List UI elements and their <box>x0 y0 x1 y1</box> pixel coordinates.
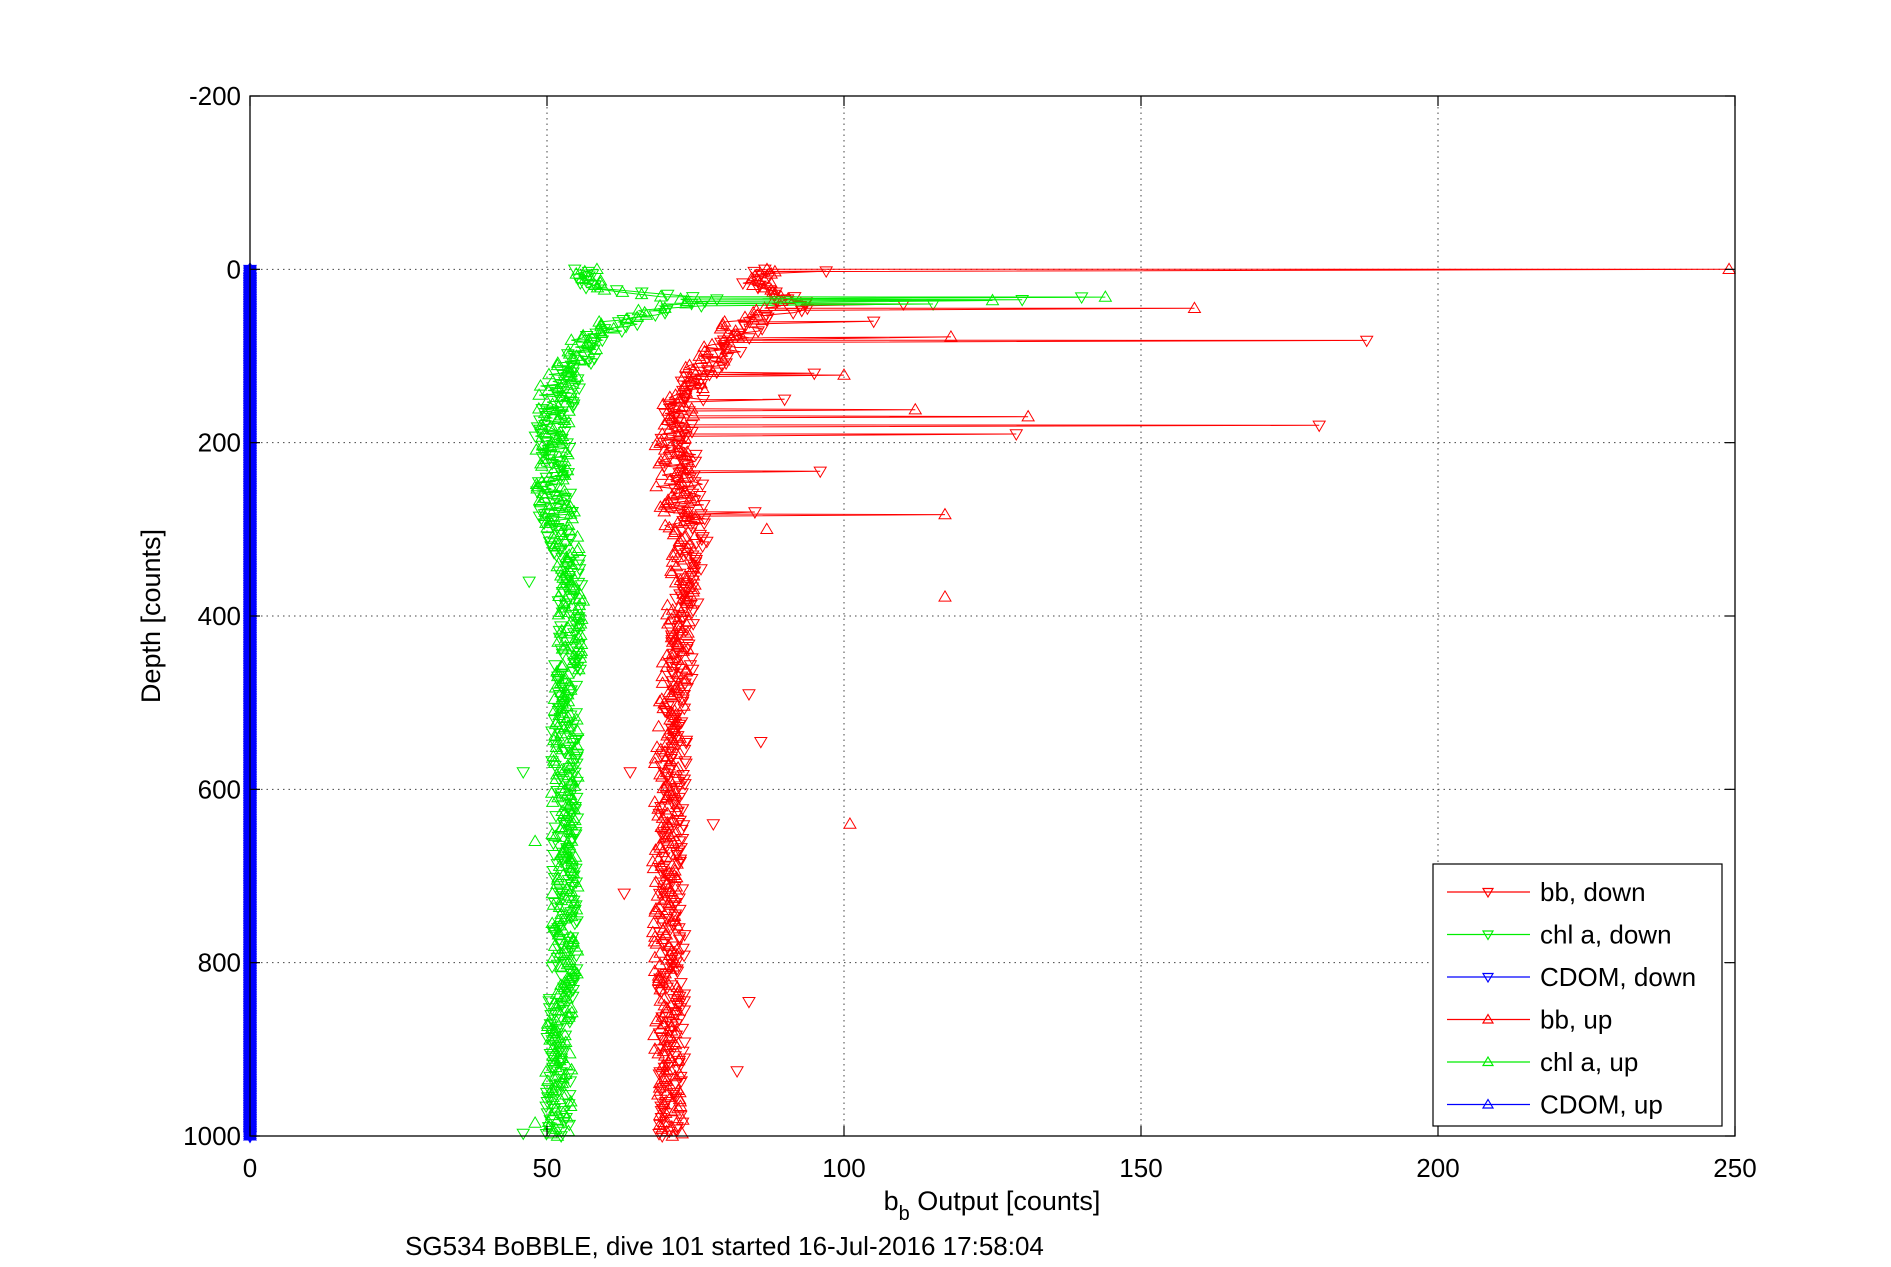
x-axis-label-subscript: b <box>899 1203 910 1225</box>
series-bb-up <box>645 262 1736 1141</box>
y-tick-label: 0 <box>227 254 241 284</box>
x-tick-label: 50 <box>533 1153 562 1183</box>
axis-ticks: 0 50 100 150 200 250 -200 0 200 400 600 800 1000 <box>183 81 1757 1183</box>
x-tick-label: 150 <box>1119 1153 1162 1183</box>
x-tick-label: 0 <box>243 1153 257 1183</box>
series-bb-down <box>617 264 1374 1143</box>
x-axis-label: bb Output [counts] <box>884 1186 1101 1225</box>
legend-marker <box>1481 887 1495 899</box>
y-tick-label: -200 <box>189 81 241 111</box>
legend-label: bb, up <box>1540 1005 1612 1035</box>
x-axis-label-main: b <box>884 1186 899 1216</box>
legend-marker <box>1481 1055 1495 1067</box>
x-tick-label: 250 <box>1713 1153 1756 1183</box>
series-chl-a-up <box>528 262 1113 1141</box>
x-tick-label: 200 <box>1416 1153 1459 1183</box>
x-axis-label-rest: Output [counts] <box>910 1186 1101 1216</box>
legend-box <box>1432 863 1723 1127</box>
legend-label: bb, down <box>1540 877 1646 907</box>
legend-label: CDOM, up <box>1540 1090 1663 1120</box>
series-chl-a-down <box>516 264 1089 1143</box>
series-markers <box>528 262 1113 1141</box>
legend-marker <box>1481 1013 1495 1024</box>
legend-label: chl a, up <box>1540 1047 1638 1077</box>
y-tick-label: 800 <box>198 948 241 978</box>
legend-marker <box>1481 972 1495 984</box>
chart-caption: SG534 BoBBLE, dive 101 started 16-Jul-20… <box>405 1231 1044 1261</box>
series-markers <box>645 262 1736 1141</box>
legend-marker <box>1481 1098 1495 1109</box>
legend-marker <box>1481 930 1495 941</box>
y-tick-label: 600 <box>198 774 241 804</box>
legend-label: chl a, down <box>1540 920 1672 950</box>
y-tick-label: 1000 <box>183 1121 241 1151</box>
x-tick-label: 100 <box>822 1153 865 1183</box>
legend: bb, down chl a, down CDOM, down bb, up chl a… <box>1432 863 1723 1127</box>
y-tick-label: 200 <box>198 428 241 458</box>
legend-label: CDOM, down <box>1540 962 1696 992</box>
y-tick-label: 400 <box>198 601 241 631</box>
y-axis-label: Depth [counts] <box>136 529 166 703</box>
